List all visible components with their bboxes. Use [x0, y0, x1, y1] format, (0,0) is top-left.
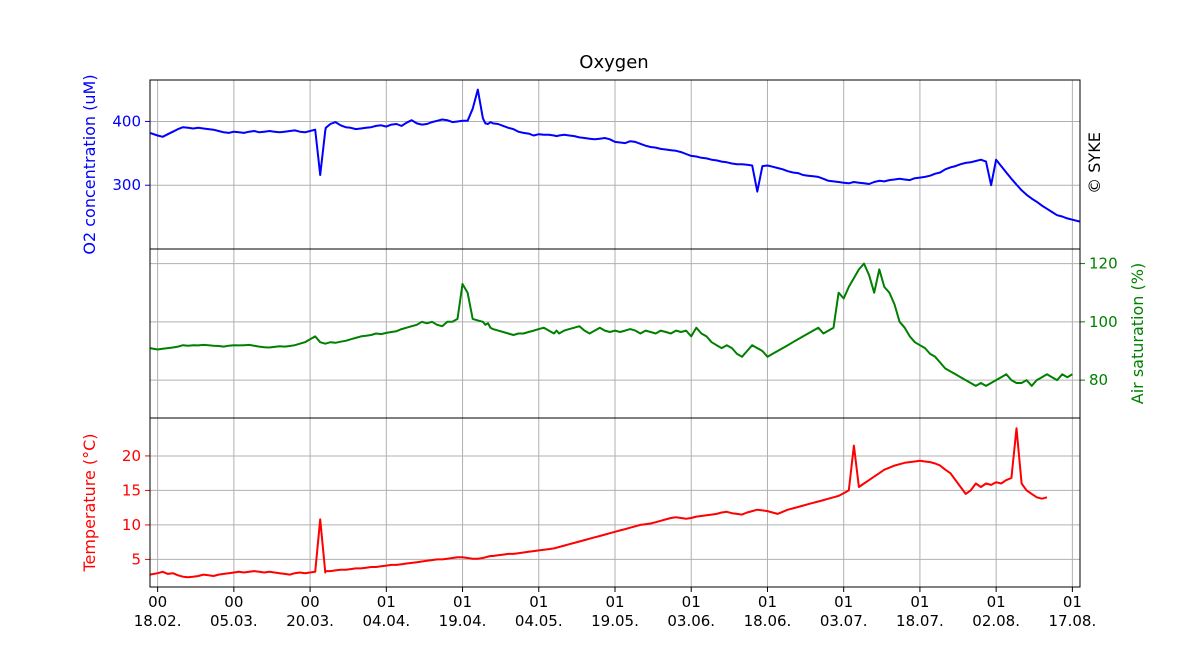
x-tick-time-label: 00: [148, 593, 167, 611]
x-tick-date-label: 17.08.: [1049, 612, 1097, 630]
x-tick-time-label: 00: [301, 593, 320, 611]
x-tick-time-label: 01: [605, 593, 624, 611]
x-tick-date-label: 04.04.: [362, 612, 410, 630]
x-tick-time-label: 01: [1063, 593, 1082, 611]
x-tick-date-label: 02.08.: [972, 612, 1020, 630]
watermark-label: © SYKE: [1085, 132, 1104, 194]
panel-sat: 80 100 120 Air saturation (%): [149, 248, 1147, 419]
x-tick-date-label: 19.04.: [439, 612, 487, 630]
x-tick-date-label: 20.03.: [286, 612, 334, 630]
x-axis: 0018.02.0005.03.0020.03.0104.04.0119.04.…: [134, 587, 1096, 630]
y-axis-title-sat: Air saturation (%): [1128, 263, 1147, 404]
x-tick-date-label: 04.05.: [515, 612, 563, 630]
x-tick-time-label: 01: [453, 593, 472, 611]
x-tick-time-label: 01: [987, 593, 1006, 611]
y-tick-label: 400: [112, 112, 141, 130]
x-tick-date-label: 03.06.: [667, 612, 715, 630]
x-tick-date-label: 05.03.: [210, 612, 258, 630]
chart-title: Oxygen: [579, 52, 648, 73]
y-axis-title-temp: Temperature (°C): [80, 433, 99, 572]
x-tick-time-label: 01: [377, 593, 396, 611]
y-tick-label: 15: [122, 481, 141, 499]
panel-temp: 5 10 15 20 Temperature (°C): [80, 417, 1081, 588]
x-tick-time-label: 01: [910, 593, 929, 611]
series-line-sat: [149, 262, 1073, 387]
x-tick-time-label: 01: [834, 593, 853, 611]
x-tick-date-label: 18.07.: [896, 612, 944, 630]
y-tick-label: 20: [122, 447, 141, 465]
y-tick-label: 80: [1089, 371, 1108, 389]
y-tick-label: 10: [122, 516, 141, 534]
x-tick-date-label: 03.07.: [820, 612, 868, 630]
y-tick-label: 120: [1089, 255, 1118, 273]
series-line-temp: [149, 427, 1048, 579]
x-tick-time-label: 00: [224, 593, 243, 611]
x-tick-date-label: 18.02.: [134, 612, 182, 630]
y-axis-title-o2: O2 concentration (uM): [80, 74, 99, 254]
panels: 300 400 O2 concentration (uM) 80 100 120 Air s…: [80, 74, 1147, 588]
panel-o2: 300 400 O2 concentration (uM): [80, 74, 1081, 255]
x-tick-time-label: 01: [682, 593, 701, 611]
x-tick-time-label: 01: [529, 593, 548, 611]
y-tick-label: 100: [1089, 313, 1118, 331]
series-line-o2: [149, 88, 1081, 223]
x-tick-time-label: 01: [758, 593, 777, 611]
x-tick-date-label: 19.05.: [591, 612, 639, 630]
y-tick-label: 5: [131, 550, 141, 568]
x-tick-date-label: 18.06.: [744, 612, 792, 630]
y-tick-label: 300: [112, 176, 141, 194]
